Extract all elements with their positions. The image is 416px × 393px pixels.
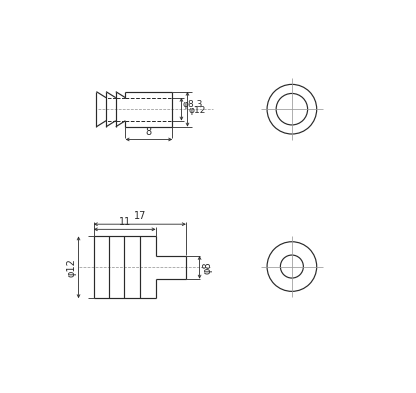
Text: φ12: φ12	[66, 258, 76, 277]
Text: φ8.3: φ8.3	[183, 100, 203, 109]
Text: φ8: φ8	[202, 261, 212, 274]
Text: φ12: φ12	[189, 106, 206, 115]
Text: 17: 17	[134, 211, 146, 222]
Text: 8: 8	[146, 127, 152, 137]
Text: 11: 11	[119, 217, 131, 227]
